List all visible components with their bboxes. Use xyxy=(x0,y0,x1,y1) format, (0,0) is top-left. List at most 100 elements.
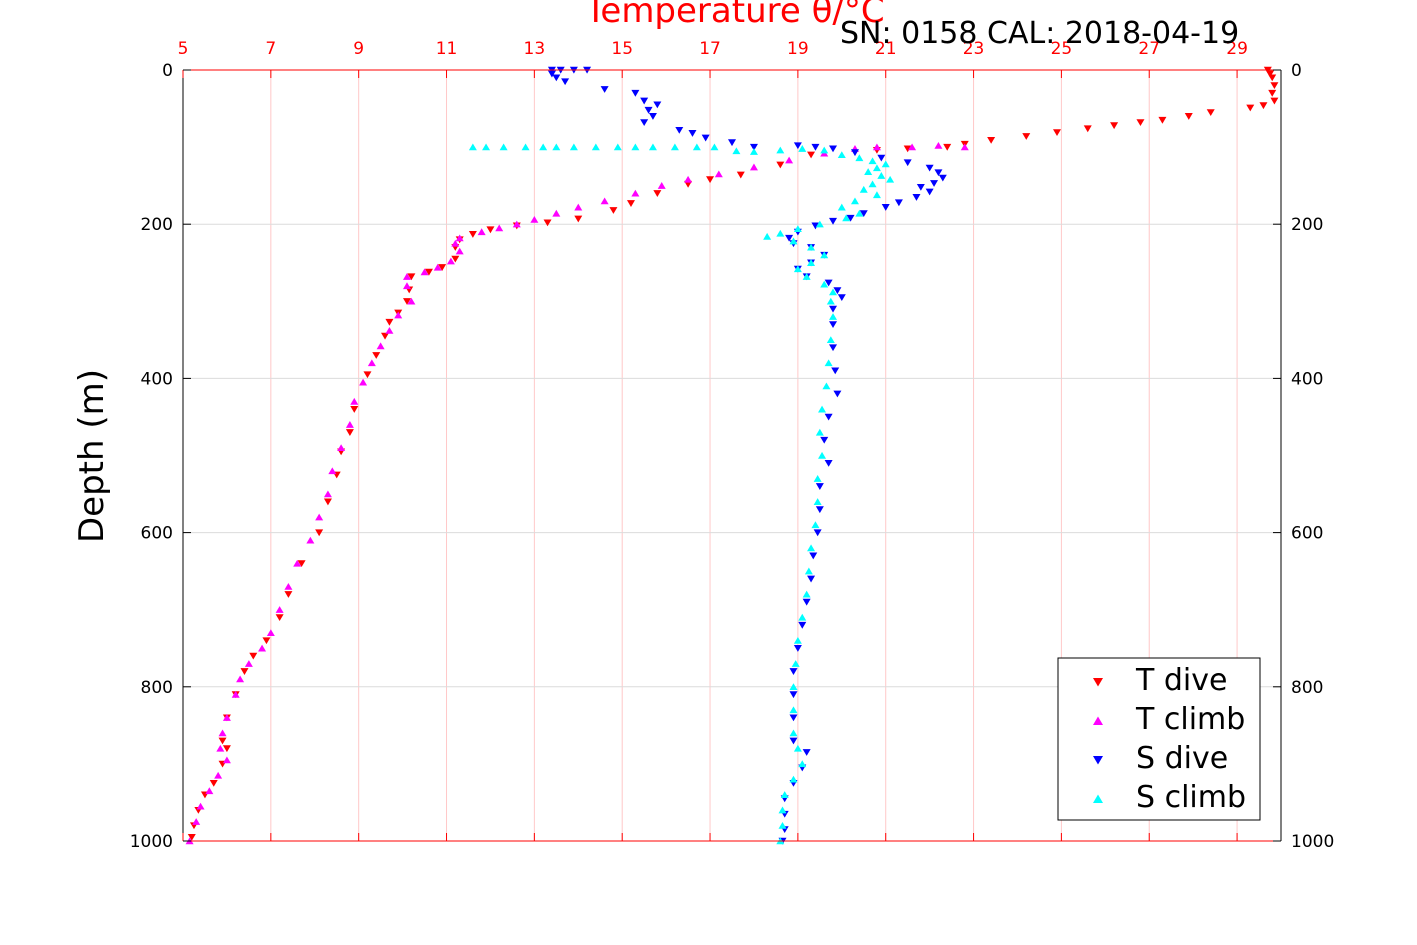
data-point xyxy=(216,744,225,752)
data-point xyxy=(438,264,447,271)
data-point xyxy=(820,251,829,259)
data-point xyxy=(1270,97,1279,105)
data-point xyxy=(196,802,205,810)
data-point xyxy=(903,145,912,153)
data-point xyxy=(328,467,337,475)
data-point xyxy=(749,148,758,155)
data-point xyxy=(802,273,811,280)
legend-marker xyxy=(1093,716,1103,725)
data-point xyxy=(275,606,284,613)
data-point xyxy=(455,247,464,255)
legend-label: T climb xyxy=(1135,702,1245,737)
data-point xyxy=(701,134,710,142)
data-point xyxy=(793,636,802,644)
data-point xyxy=(877,172,886,179)
tick-labels: 5 7 9 11 13 15 17 19 21 23 25 27 29 0 0 200 200 400 400 600… xyxy=(130,39,1335,852)
data-point xyxy=(385,318,394,326)
data-point xyxy=(829,321,838,329)
y-tick-label-right: 400 xyxy=(1291,369,1323,389)
legend-label: S dive xyxy=(1136,741,1228,776)
data-point xyxy=(732,147,741,155)
data-point xyxy=(653,101,662,109)
data-point xyxy=(824,460,833,467)
data-point xyxy=(791,660,800,667)
x-tick-label: 15 xyxy=(611,39,633,59)
data-point xyxy=(776,229,785,237)
data-point xyxy=(468,143,477,151)
data-point xyxy=(706,176,715,184)
data-point xyxy=(837,151,846,159)
data-point xyxy=(776,146,785,154)
data-point xyxy=(1270,82,1279,90)
data-point xyxy=(837,294,846,302)
data-point xyxy=(648,113,657,120)
data-point xyxy=(446,257,455,265)
data-point xyxy=(402,282,411,290)
data-point xyxy=(822,382,831,390)
data-point xyxy=(829,217,838,225)
data-point xyxy=(337,444,346,451)
data-point xyxy=(600,86,609,93)
data-point xyxy=(837,203,846,211)
data-point xyxy=(829,313,838,320)
data-point xyxy=(482,143,491,151)
y-tick-label-right: 0 xyxy=(1291,61,1302,81)
data-point xyxy=(881,204,890,211)
data-point xyxy=(930,180,939,187)
data-point xyxy=(306,536,315,544)
y-tick-label-left: 0 xyxy=(162,61,173,81)
data-point xyxy=(648,143,657,151)
data-point xyxy=(222,714,231,721)
data-point xyxy=(807,243,816,251)
data-point xyxy=(591,143,600,151)
data-point xyxy=(785,234,794,242)
data-point xyxy=(631,189,640,197)
data-point xyxy=(912,194,921,201)
axis-ticks xyxy=(182,69,1281,842)
legend-box xyxy=(1057,657,1261,821)
data-point xyxy=(284,591,293,598)
data-point xyxy=(881,160,890,168)
data-point xyxy=(240,668,249,675)
data-point xyxy=(543,219,552,227)
data-point xyxy=(798,613,807,621)
data-point xyxy=(802,749,811,756)
data-point xyxy=(802,590,811,598)
data-point xyxy=(315,529,324,537)
data-point xyxy=(297,560,306,568)
data-point xyxy=(284,582,293,590)
data-point xyxy=(807,544,816,552)
data-point xyxy=(552,209,561,217)
data-point xyxy=(512,220,521,228)
data-point xyxy=(813,475,822,482)
data-point xyxy=(820,436,829,444)
legend-marker xyxy=(1093,794,1103,803)
data-point xyxy=(1266,70,1275,78)
data-point xyxy=(789,691,798,699)
y-tick-label-right: 200 xyxy=(1291,215,1323,235)
data-point xyxy=(1206,109,1215,117)
data-point xyxy=(402,273,411,280)
data-points xyxy=(185,66,1279,845)
data-point xyxy=(813,529,822,537)
data-point xyxy=(859,210,868,218)
data-point xyxy=(818,405,827,413)
data-point xyxy=(499,143,508,151)
data-point xyxy=(960,143,969,151)
data-point xyxy=(675,126,684,134)
data-point xyxy=(684,175,693,183)
data-point xyxy=(407,273,416,281)
data-point xyxy=(1268,89,1277,97)
data-point xyxy=(798,760,807,768)
y-axis-label: Depth (m) xyxy=(72,369,112,543)
data-point xyxy=(600,197,609,205)
data-point xyxy=(710,143,719,151)
data-point xyxy=(236,675,245,683)
series-t-climb xyxy=(185,141,969,845)
data-point xyxy=(1022,133,1031,140)
x-tick-label: 9 xyxy=(353,39,364,59)
data-point xyxy=(798,145,807,152)
data-point xyxy=(855,154,864,162)
data-point xyxy=(657,182,666,189)
data-point xyxy=(218,737,227,745)
